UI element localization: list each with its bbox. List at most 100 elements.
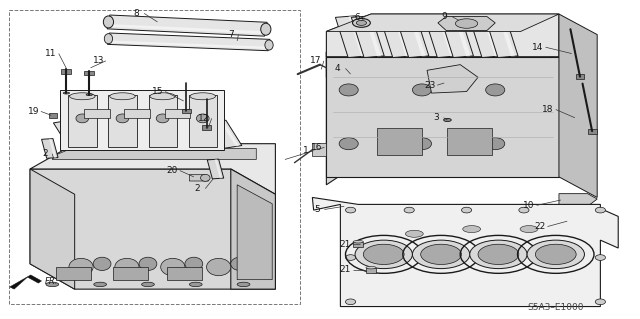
Polygon shape — [10, 275, 42, 289]
Polygon shape — [108, 24, 266, 34]
Polygon shape — [202, 121, 221, 146]
Text: 10: 10 — [524, 201, 535, 210]
Bar — [378, 128, 422, 155]
Polygon shape — [469, 16, 502, 57]
Ellipse shape — [595, 299, 605, 305]
Text: 5: 5 — [314, 205, 320, 214]
Polygon shape — [99, 120, 132, 148]
Circle shape — [355, 240, 412, 269]
Ellipse shape — [353, 19, 371, 27]
Ellipse shape — [456, 19, 477, 28]
Polygon shape — [148, 95, 177, 147]
Ellipse shape — [486, 84, 505, 96]
Polygon shape — [438, 17, 495, 31]
Text: FR.: FR. — [45, 278, 58, 286]
Ellipse shape — [265, 40, 273, 50]
Text: 21: 21 — [340, 240, 351, 249]
Polygon shape — [427, 65, 478, 93]
Ellipse shape — [339, 138, 358, 150]
Polygon shape — [30, 144, 275, 194]
Polygon shape — [326, 27, 559, 77]
Ellipse shape — [103, 16, 113, 28]
Text: 21: 21 — [340, 265, 351, 274]
Text: S5A3–E1000: S5A3–E1000 — [527, 303, 584, 312]
Text: 17: 17 — [310, 56, 322, 65]
Ellipse shape — [185, 257, 203, 271]
Polygon shape — [438, 16, 454, 56]
Polygon shape — [559, 194, 597, 206]
Ellipse shape — [486, 138, 505, 150]
Bar — [113, 267, 148, 280]
Polygon shape — [326, 14, 559, 57]
Ellipse shape — [161, 258, 185, 276]
Polygon shape — [483, 16, 499, 56]
Polygon shape — [561, 213, 597, 229]
Polygon shape — [207, 159, 224, 179]
Polygon shape — [128, 121, 148, 146]
Polygon shape — [49, 113, 58, 118]
Polygon shape — [366, 268, 376, 273]
Ellipse shape — [200, 174, 210, 181]
Ellipse shape — [141, 282, 154, 286]
Text: 19: 19 — [28, 107, 39, 116]
Polygon shape — [71, 120, 104, 148]
Ellipse shape — [356, 20, 367, 26]
Circle shape — [470, 240, 527, 269]
Polygon shape — [65, 121, 84, 146]
Ellipse shape — [94, 282, 106, 286]
Ellipse shape — [115, 258, 139, 276]
Text: 13: 13 — [93, 56, 104, 65]
Polygon shape — [156, 121, 175, 146]
Circle shape — [478, 244, 519, 264]
Text: 6: 6 — [354, 13, 360, 22]
Bar — [447, 128, 492, 155]
Ellipse shape — [463, 226, 481, 233]
Polygon shape — [380, 16, 413, 57]
Text: 22: 22 — [534, 222, 545, 231]
Polygon shape — [209, 120, 242, 148]
Polygon shape — [84, 71, 95, 75]
Text: 7: 7 — [228, 30, 234, 39]
Text: 18: 18 — [542, 105, 554, 114]
Ellipse shape — [519, 207, 529, 213]
Text: 14: 14 — [532, 43, 543, 52]
Polygon shape — [110, 121, 130, 146]
Polygon shape — [326, 57, 559, 177]
Polygon shape — [499, 16, 515, 56]
Polygon shape — [351, 16, 384, 57]
Polygon shape — [189, 175, 209, 181]
Polygon shape — [30, 169, 75, 289]
Ellipse shape — [70, 93, 95, 100]
Polygon shape — [189, 95, 218, 147]
Polygon shape — [220, 121, 239, 146]
Polygon shape — [326, 14, 559, 32]
Polygon shape — [117, 120, 150, 148]
Text: 1: 1 — [303, 146, 309, 155]
Text: 11: 11 — [45, 49, 57, 58]
Ellipse shape — [346, 207, 356, 213]
Ellipse shape — [139, 257, 157, 271]
Polygon shape — [145, 120, 178, 148]
Ellipse shape — [196, 114, 209, 123]
Polygon shape — [202, 125, 211, 130]
Ellipse shape — [520, 226, 538, 233]
Polygon shape — [191, 120, 224, 148]
Polygon shape — [588, 129, 596, 134]
Ellipse shape — [237, 282, 250, 286]
Polygon shape — [214, 159, 222, 178]
Ellipse shape — [444, 118, 451, 122]
Polygon shape — [237, 185, 272, 280]
Polygon shape — [182, 109, 191, 113]
Polygon shape — [163, 120, 196, 148]
Polygon shape — [312, 143, 326, 156]
Polygon shape — [83, 121, 102, 146]
Text: 12: 12 — [198, 114, 210, 123]
Ellipse shape — [150, 93, 175, 100]
Ellipse shape — [63, 92, 70, 94]
Polygon shape — [349, 16, 365, 56]
Polygon shape — [326, 27, 559, 185]
Ellipse shape — [207, 258, 231, 276]
Polygon shape — [353, 242, 364, 247]
Bar — [167, 267, 202, 280]
Ellipse shape — [346, 299, 356, 305]
